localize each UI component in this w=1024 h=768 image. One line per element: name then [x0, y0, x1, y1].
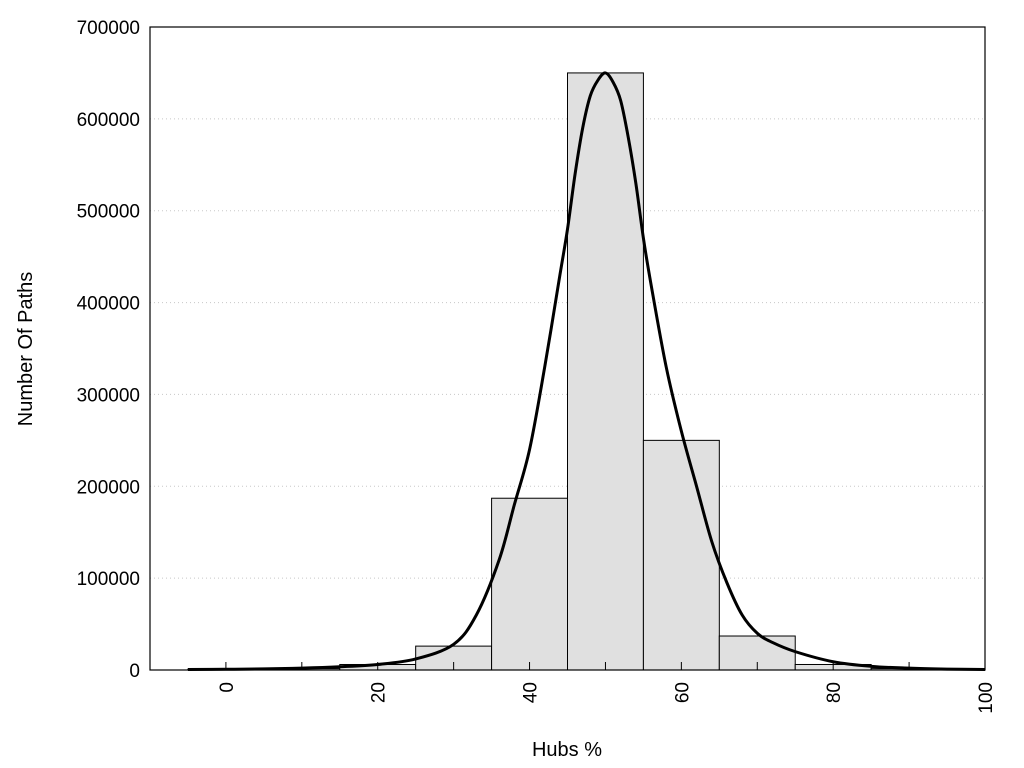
- y-tick-label: 0: [129, 661, 140, 682]
- x-tick-label: 0: [217, 682, 238, 693]
- y-tick-label: 100000: [77, 569, 140, 590]
- x-tick-label: 100: [976, 682, 997, 714]
- x-tick-label: 80: [824, 682, 845, 703]
- y-tick-label: 400000: [77, 294, 140, 315]
- fit-curve-line: [187, 71, 986, 672]
- plot-frame: [149, 26, 986, 671]
- tick-labels: 0 100000 200000 300000 400000 500000 600000 700…: [77, 18, 997, 714]
- histogram-bar: [567, 72, 644, 671]
- histogram-bar: [642, 439, 720, 671]
- y-axis-title: Number Of Paths: [15, 272, 37, 427]
- x-tick-label: 60: [672, 682, 693, 703]
- ticks: [225, 662, 986, 670]
- x-tick-label: 40: [521, 682, 542, 703]
- y-tick-label: 300000: [77, 385, 140, 406]
- fit-curve: [187, 71, 986, 672]
- plot-border: [149, 26, 986, 671]
- x-tick-label: 20: [369, 682, 390, 703]
- y-tick-label: 700000: [77, 18, 140, 39]
- histogram-bar: [491, 497, 568, 671]
- y-tick-label: 500000: [77, 202, 140, 223]
- y-tick-label: 200000: [77, 477, 140, 498]
- y-tick-label: 600000: [77, 110, 140, 131]
- x-axis-title: Hubs %: [532, 739, 602, 761]
- bars: [187, 72, 986, 671]
